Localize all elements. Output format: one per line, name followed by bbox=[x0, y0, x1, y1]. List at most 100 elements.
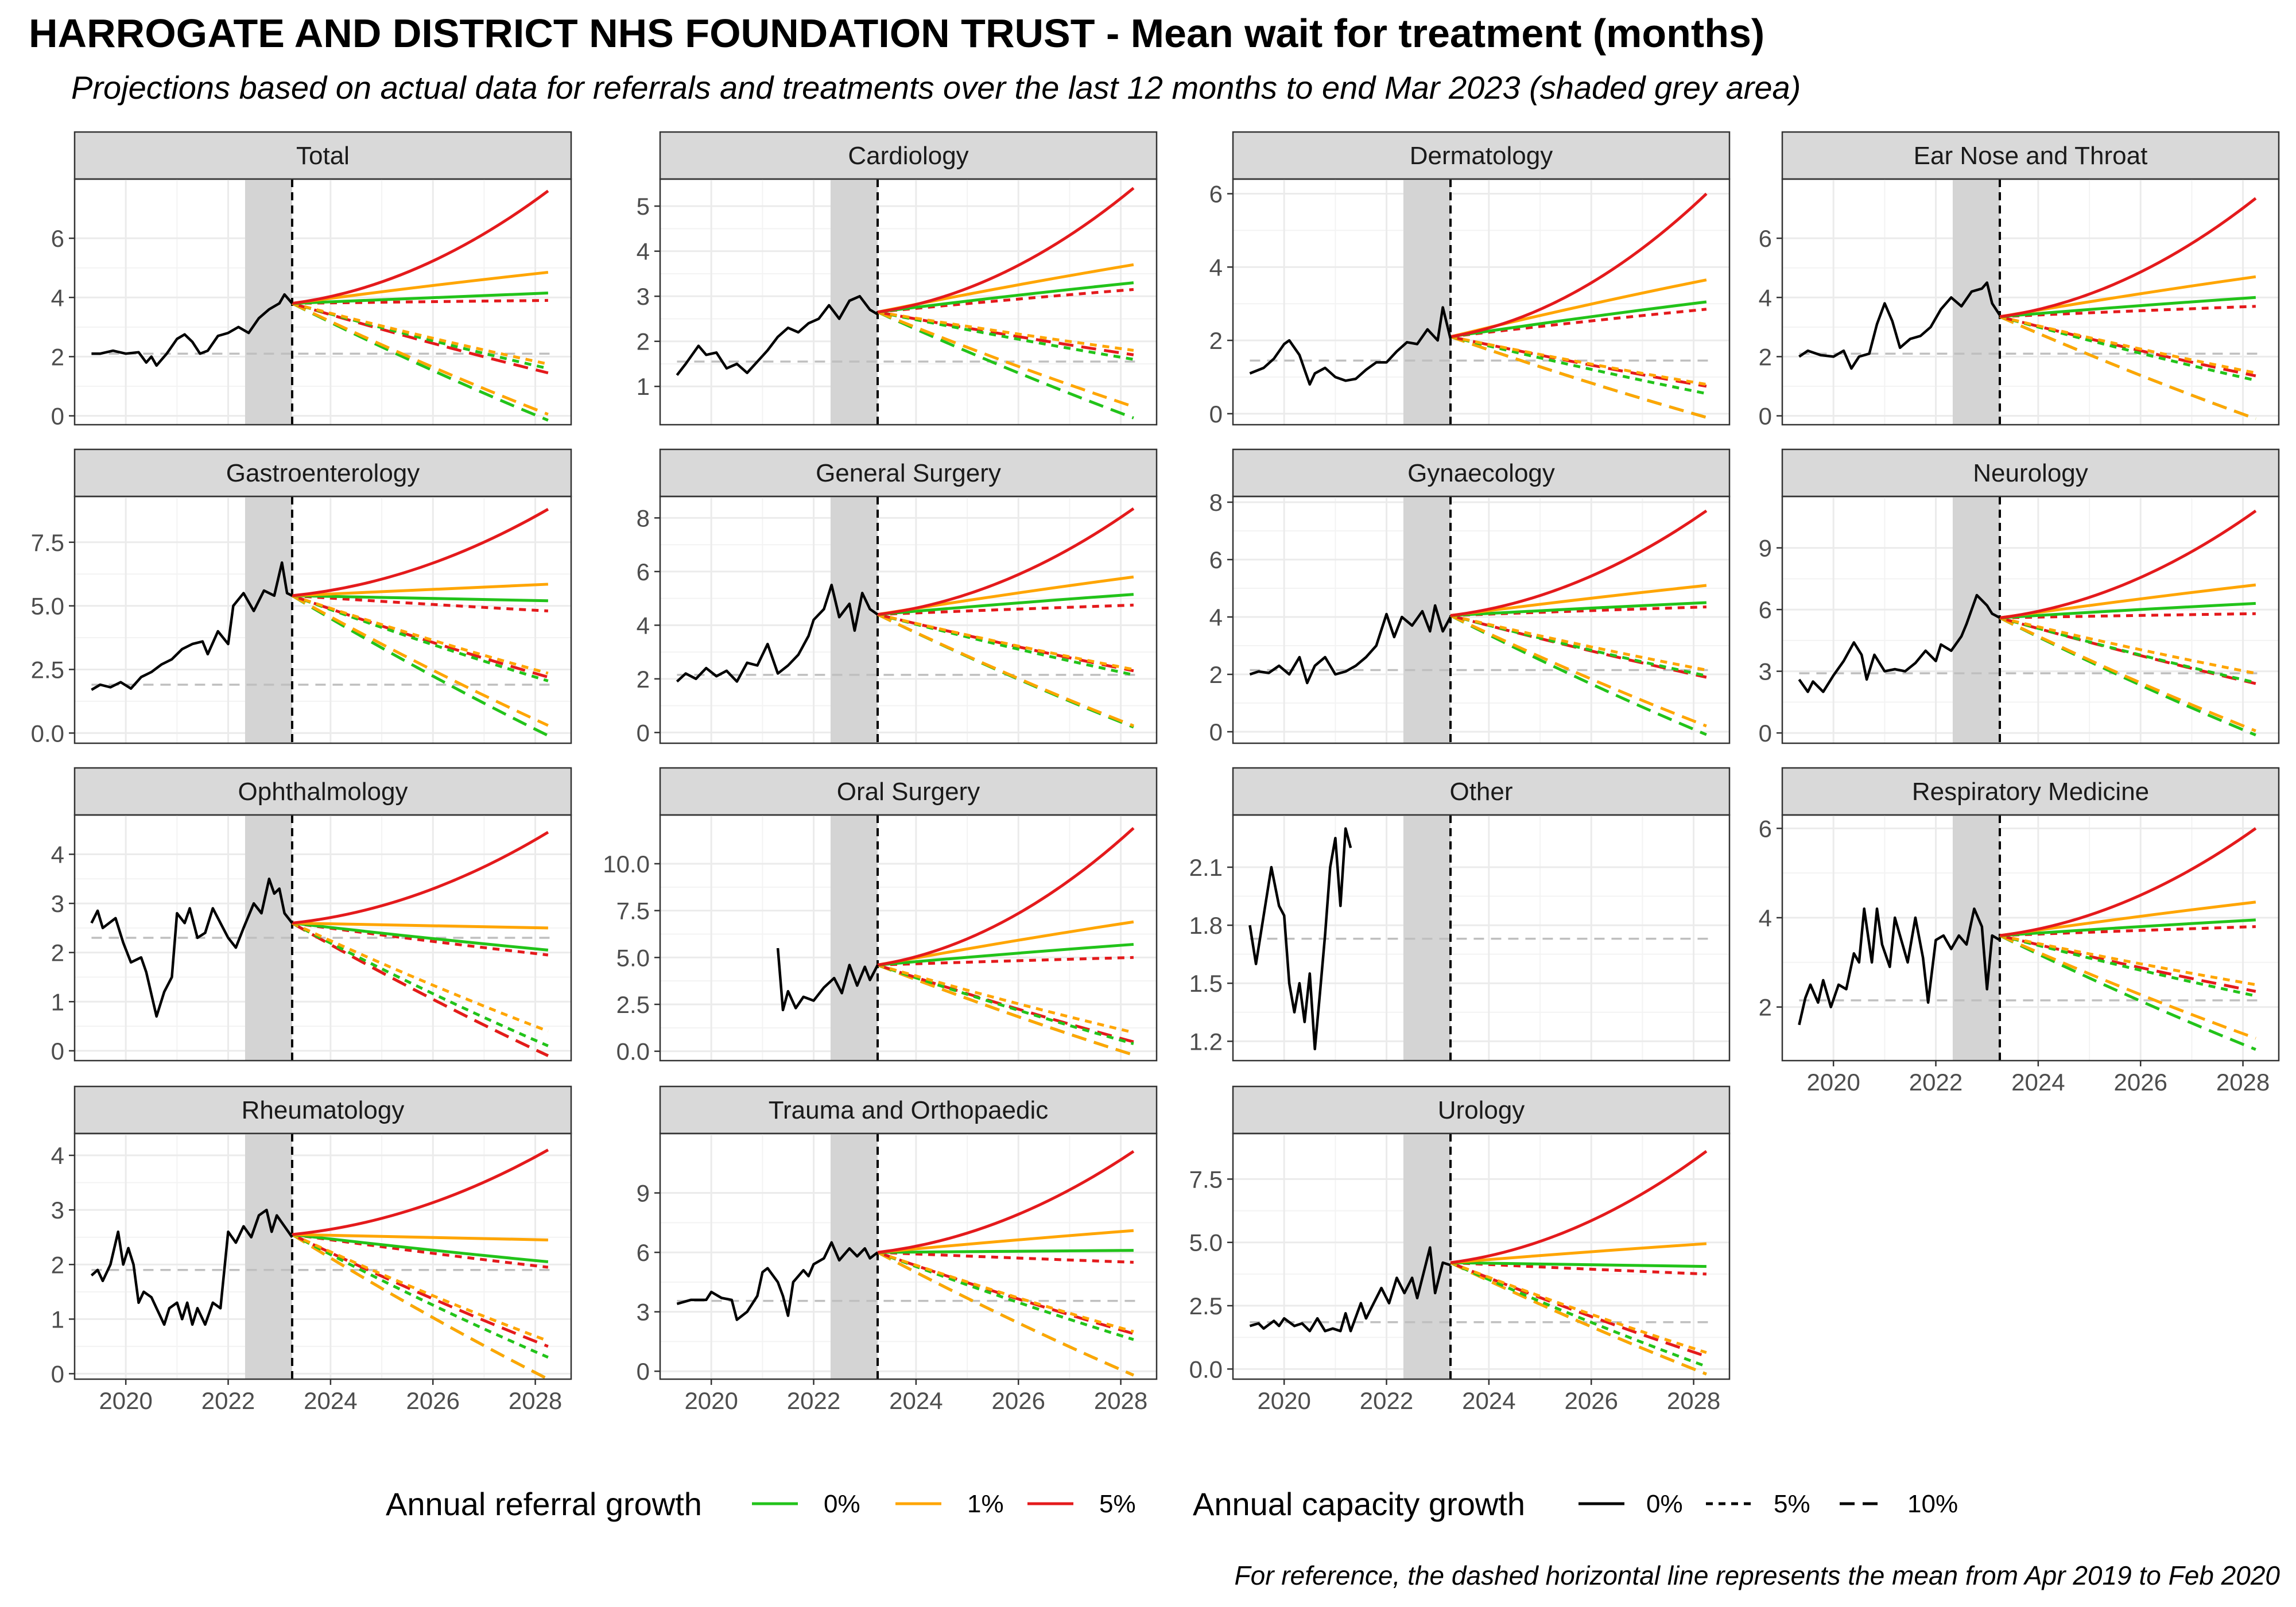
y-tick-label: 0 bbox=[1759, 720, 1772, 747]
panel-border bbox=[1781, 495, 2280, 744]
y-tick-label: 2 bbox=[51, 1251, 64, 1278]
plot-area bbox=[660, 179, 1157, 425]
y-tick-label: 2.5 bbox=[616, 991, 650, 1018]
projection-line-ref-0pct-cap-0pct bbox=[292, 292, 548, 305]
projection-line-ref-0pct-cap-0pct bbox=[292, 594, 548, 603]
projection-line-ref-1pct-cap-10pct bbox=[877, 964, 1134, 1057]
projection-line-ref-5pct-cap-5pct bbox=[1450, 1261, 1707, 1276]
y-tick-label: 1 bbox=[637, 373, 650, 400]
projection-line-ref-1pct-cap-10pct bbox=[876, 613, 1134, 727]
actual-wait-line bbox=[776, 948, 879, 1012]
projection-line-ref-5pct-cap-0pct bbox=[292, 1148, 549, 1236]
x-tick-label: 2028 bbox=[1667, 1387, 1720, 1414]
y-tick-label: 0 bbox=[51, 403, 64, 430]
y-tick-label: 4 bbox=[637, 612, 650, 639]
projection-line-ref-0pct-cap-5pct bbox=[291, 922, 549, 1047]
projection-line-ref-5pct-cap-5pct bbox=[1999, 612, 2256, 619]
projection-line-ref-5pct-cap-5pct bbox=[292, 1233, 549, 1269]
projection-line-ref-0pct-cap-10pct bbox=[1449, 614, 1707, 736]
panel-rheumatology: Rheumatology 0 1 2 3 4 2020 2022 2024 2026 2028 bbox=[51, 1085, 572, 1414]
actual-wait-line bbox=[1798, 281, 2001, 370]
projection-line-ref-5pct-cap-10pct bbox=[291, 922, 549, 1057]
legend-label-referral: 0% bbox=[824, 1490, 860, 1518]
projection-line-ref-0pct-cap-5pct bbox=[292, 594, 549, 682]
projection-line-ref-5pct-cap-0pct bbox=[877, 187, 1135, 314]
actual-wait-line bbox=[90, 878, 293, 1018]
projection-line-ref-5pct-cap-10pct bbox=[1450, 1261, 1707, 1358]
y-tick-label: 3 bbox=[51, 1197, 64, 1224]
projection-line-ref-0pct-cap-10pct bbox=[1999, 934, 2256, 1051]
projection-line-ref-0pct-cap-5pct bbox=[877, 310, 1134, 361]
projection-line-ref-0pct-cap-5pct bbox=[1999, 934, 2256, 997]
projection-line-ref-5pct-cap-0pct bbox=[1999, 197, 2257, 319]
panel-ophthalmology: Ophthalmology 0 1 2 3 4 bbox=[51, 767, 572, 1065]
projection-line-ref-5pct-cap-0pct bbox=[1999, 510, 2257, 619]
x-tick-label: 2028 bbox=[1094, 1387, 1147, 1414]
panel-strip bbox=[73, 1085, 572, 1135]
shaded-period bbox=[245, 1134, 292, 1379]
panel-trauma-and-orthopaedic: Trauma and Orthopaedic 0 3 6 9 2020 2022 2024 20… bbox=[637, 1085, 1158, 1414]
y-tick-label: 1.5 bbox=[1189, 970, 1223, 997]
projection-line-ref-0pct-cap-0pct bbox=[292, 1233, 549, 1263]
projection-line-ref-5pct-cap-10pct bbox=[1999, 616, 2256, 685]
y-tick-label: 6 bbox=[1759, 815, 1772, 842]
shaded-period bbox=[1952, 496, 2000, 743]
y-tick-label: 2 bbox=[1209, 661, 1223, 688]
projection-line-ref-0pct-cap-0pct bbox=[1999, 601, 2256, 619]
x-tick-label: 2024 bbox=[1462, 1387, 1515, 1414]
x-tick-label: 2022 bbox=[1360, 1387, 1413, 1414]
panel-strip bbox=[659, 448, 1158, 498]
panel-title: Cardiology bbox=[848, 142, 968, 170]
projection-line-ref-5pct-cap-10pct bbox=[1450, 614, 1707, 679]
y-tick-label: 4 bbox=[1759, 284, 1772, 311]
projection-line-ref-0pct-cap-5pct bbox=[877, 613, 1134, 677]
actual-wait-line bbox=[91, 293, 293, 367]
panel-urology: Urology 0.0 2.5 5.0 7.5 2020 2022 2024 2026 2028 bbox=[1189, 1085, 1731, 1414]
legend-label-capacity: 5% bbox=[1774, 1490, 1810, 1518]
shaded-period bbox=[830, 815, 878, 1061]
projection-line-ref-1pct-cap-5pct bbox=[292, 594, 549, 675]
projection-line-ref-0pct-cap-10pct bbox=[291, 302, 549, 422]
panel-title: Urology bbox=[1438, 1096, 1525, 1124]
projection-line-ref-5pct-cap-0pct bbox=[1450, 192, 1708, 339]
y-tick-label: 3 bbox=[637, 1299, 650, 1326]
projection-line-ref-0pct-cap-10pct bbox=[876, 310, 1134, 420]
projection-line-ref-1pct-cap-10pct bbox=[291, 1233, 549, 1379]
panel-title: Other bbox=[1449, 778, 1512, 806]
panel-title: General Surgery bbox=[816, 459, 1001, 487]
projection-line-ref-1pct-cap-10pct bbox=[1449, 614, 1707, 728]
shaded-period bbox=[830, 179, 878, 425]
projection-line-ref-1pct-cap-5pct bbox=[1999, 315, 2256, 375]
projection-line-ref-5pct-cap-0pct bbox=[877, 507, 1135, 616]
actual-wait-line bbox=[676, 294, 879, 376]
projection-line-ref-1pct-cap-5pct bbox=[1999, 616, 2256, 675]
plot-area bbox=[1782, 815, 2279, 1061]
projection-line-ref-5pct-cap-10pct bbox=[877, 963, 1134, 1043]
actual-wait-line bbox=[1249, 306, 1452, 386]
x-tick-label: 2028 bbox=[509, 1387, 562, 1414]
actual-wait-line bbox=[1249, 1246, 1451, 1333]
projection-line-ref-0pct-cap-5pct bbox=[1449, 1261, 1707, 1368]
projection-line-ref-5pct-cap-5pct bbox=[877, 1251, 1134, 1264]
plot-area bbox=[660, 815, 1157, 1061]
panel-border bbox=[1232, 178, 1731, 426]
y-tick-label: 2 bbox=[1209, 327, 1223, 354]
panel-border bbox=[73, 178, 572, 426]
y-tick-label: 0 bbox=[1759, 403, 1772, 430]
projection-line-ref-0pct-cap-5pct bbox=[292, 302, 549, 370]
y-tick-label: 1 bbox=[51, 1306, 64, 1333]
y-tick-label: 4 bbox=[1209, 254, 1223, 281]
projection-line-ref-5pct-cap-5pct bbox=[877, 956, 1134, 966]
y-tick-label: 2.5 bbox=[31, 656, 64, 683]
y-tick-label: 2.5 bbox=[1189, 1292, 1223, 1319]
y-tick-label: 4 bbox=[51, 284, 64, 311]
projection-line-ref-5pct-cap-5pct bbox=[877, 603, 1134, 616]
plot-area bbox=[1782, 179, 2279, 425]
y-tick-label: 3 bbox=[51, 890, 64, 917]
panel-border bbox=[1232, 814, 1731, 1062]
y-tick-label: 4 bbox=[1209, 604, 1223, 631]
x-tick-label: 2026 bbox=[992, 1387, 1045, 1414]
shaded-period bbox=[245, 496, 292, 743]
panel-border bbox=[73, 814, 572, 1062]
